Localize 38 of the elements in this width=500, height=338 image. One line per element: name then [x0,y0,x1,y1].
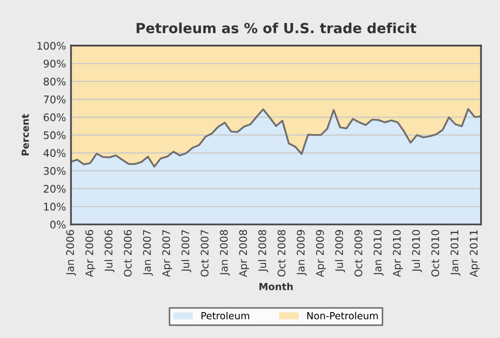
y-tick-label: 30% [44,167,66,175]
y-tick-label: 90% [44,60,66,68]
x-tick-label: Jul 2008 [258,230,268,272]
x-tick-label: Jan 2009 [296,230,307,276]
x-tick-label: Oct 2006 [124,230,132,277]
x-tick-label: Apr 2009 [316,230,326,278]
x-tick-label: Apr 2007 [162,230,172,278]
x-tick-label: Jan 2008 [220,230,230,276]
x-tick-label: Jan 2007 [143,230,153,276]
x-tick-label: Oct 2007 [200,230,209,277]
x-tick-label: Apr 2010 [392,230,403,278]
x-tick-label: Oct 2010 [431,230,440,277]
x-tick-label: Jul 2010 [412,230,422,272]
x-tick-label: Oct 2009 [354,230,362,277]
x-axis-title: Month [259,282,293,290]
y-tick-label: 50% [44,131,66,140]
x-tick-label: Jan 2006 [66,230,76,276]
y-tick-label: 20% [44,184,66,193]
y-tick-label: 60% [44,113,66,122]
y-tick-label: 100% [38,42,66,50]
y-tick-label: 70% [44,95,66,104]
x-tick-label: Apr 2011 [470,230,480,278]
x-tick-label: Jul 2009 [335,230,346,272]
y-tick-label: 0% [50,220,66,229]
y-tick-label: 40% [43,149,66,158]
chart-title: Petroleum as % of U.S. trade deficit [136,22,416,34]
x-tick-label: Jul 2007 [181,230,192,272]
y-tick-label: 80% [44,78,66,86]
y-axis-title: Percent [22,114,29,156]
x-tick-label: Apr 2006 [85,230,96,278]
x-tick-label: Oct 2008 [278,230,286,277]
x-tick-label: Apr 2008 [239,230,250,278]
legend-label: Non-Petroleum [307,312,378,320]
y-tick-label: 10% [44,202,66,211]
x-tick-label: Jul 2006 [104,230,114,272]
legend-label: Petroleum [202,312,250,320]
x-tick-label: Jan 2010 [374,230,384,276]
x-tick-label: Jan 2011 [450,230,460,276]
